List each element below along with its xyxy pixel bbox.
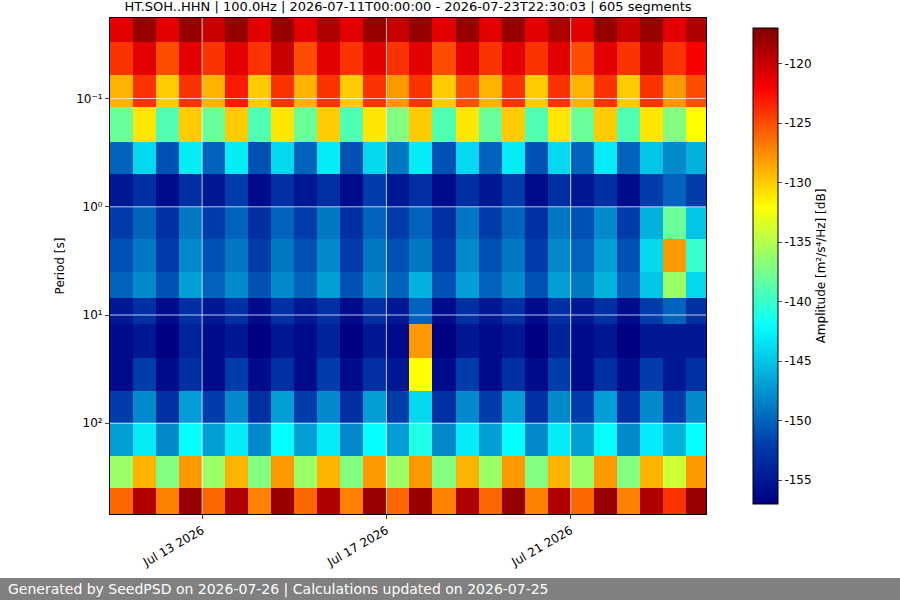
svg-text:-155: -155 — [784, 473, 811, 487]
svg-text:-140: -140 — [784, 295, 811, 309]
svg-text:-130: -130 — [784, 176, 811, 190]
svg-text:-145: -145 — [784, 354, 811, 368]
svg-text:Amplitude [m²/s⁴/Hz] [dB]: Amplitude [m²/s⁴/Hz] [dB] — [814, 189, 828, 344]
svg-text:10⁰: 10⁰ — [83, 200, 103, 214]
svg-text:-125: -125 — [784, 116, 811, 130]
svg-text:10⁻¹: 10⁻¹ — [76, 92, 103, 106]
svg-text:Jul 21 2026: Jul 21 2026 — [508, 523, 575, 570]
svg-text:10¹: 10¹ — [83, 308, 103, 322]
svg-text:-135: -135 — [784, 235, 811, 249]
svg-text:Jul 17 2026: Jul 17 2026 — [324, 523, 391, 570]
svg-text:HT.SOH..HHN | 100.0Hz | 2026-0: HT.SOH..HHN | 100.0Hz | 2026-07-11T00:00… — [124, 0, 691, 14]
html-text:Generated by SeedPSD on 2026-0: Generated by SeedPSD on 2026-07-26 | Cal… — [8, 581, 549, 597]
svg-text:10²: 10² — [83, 416, 103, 430]
svg-text:Jul 13 2026: Jul 13 2026 — [140, 523, 207, 570]
svg-text:-120: -120 — [784, 57, 811, 71]
svg-text:-150: -150 — [784, 414, 811, 428]
svg-text:Period [s]: Period [s] — [53, 238, 67, 295]
